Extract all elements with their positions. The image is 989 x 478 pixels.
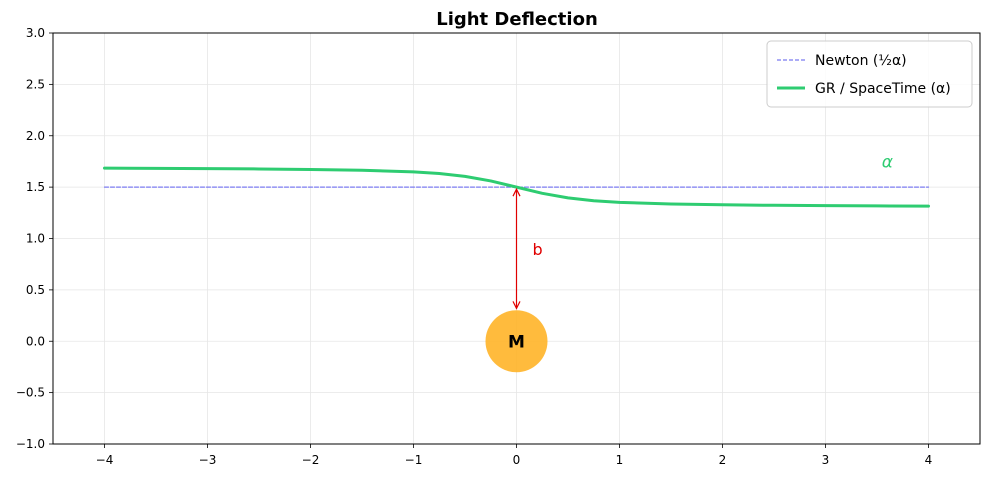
y-tick-label: −1.0 bbox=[16, 437, 45, 451]
legend-entry: Newton (½α) bbox=[815, 53, 907, 69]
y-tick-label: 3.0 bbox=[26, 26, 45, 40]
y-tick-label: −0.5 bbox=[16, 386, 45, 400]
x-tick-label: 2 bbox=[719, 453, 727, 467]
axis-ticks: −4 −3 −2 −1 0 1 2 3 4 −1.0 −0.5 0.0 0.5 1.0 1.5 2.0 2.5 3… bbox=[16, 26, 932, 467]
arrowhead-down-icon bbox=[512, 301, 521, 310]
mass-circle bbox=[485, 310, 548, 373]
x-tick-label: −1 bbox=[405, 453, 423, 467]
alpha-label: α bbox=[882, 152, 893, 172]
mass-label: M bbox=[508, 332, 525, 352]
legend: Newton (½α) GR / SpaceTime (α) bbox=[766, 40, 973, 108]
annotation-layer: b Mα bbox=[485, 152, 893, 373]
y-tick-label: 2.5 bbox=[26, 77, 45, 91]
y-tick-label: 0.0 bbox=[26, 334, 45, 348]
chart-title: Light Deflection bbox=[436, 9, 598, 30]
x-tick-label: 4 bbox=[925, 453, 933, 467]
gr-series-line bbox=[103, 166, 930, 208]
series-layer bbox=[103, 166, 930, 208]
x-tick-label: 0 bbox=[513, 453, 521, 467]
y-tick-label: 2.0 bbox=[26, 129, 45, 143]
legend-entry: GR / SpaceTime (α) bbox=[815, 81, 951, 97]
x-tick-label: −4 bbox=[96, 453, 114, 467]
x-tick-label: 3 bbox=[822, 453, 830, 467]
impact-parameter-label: b bbox=[533, 240, 543, 259]
arrowhead-up-icon bbox=[512, 187, 521, 197]
y-tick-label: 1.5 bbox=[26, 180, 45, 194]
y-tick-label: 0.5 bbox=[26, 283, 45, 297]
legend-box bbox=[766, 40, 973, 108]
x-tick-label: −2 bbox=[302, 453, 320, 467]
y-tick-label: 1.0 bbox=[26, 232, 45, 246]
x-tick-label: −3 bbox=[199, 453, 217, 467]
x-tick-label: 1 bbox=[616, 453, 624, 467]
